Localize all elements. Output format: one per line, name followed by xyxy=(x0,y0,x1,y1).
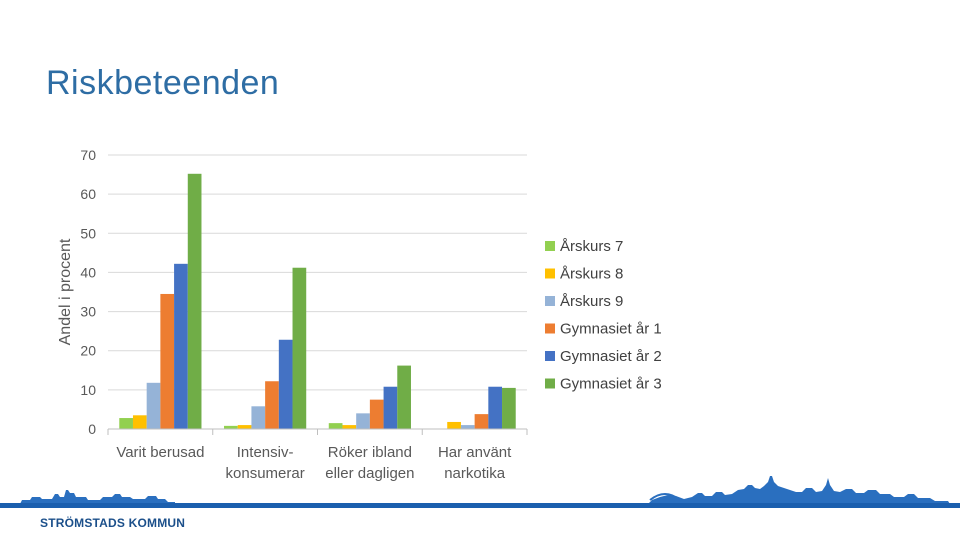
x-tick-label: narkotika xyxy=(444,465,506,482)
legend-entry: Årskurs 7 xyxy=(560,238,623,255)
x-tick-label: konsumerar xyxy=(226,465,305,482)
bar xyxy=(146,382,161,429)
bar xyxy=(356,413,370,429)
legend-entry: Gymnasiet år 3 xyxy=(560,376,662,393)
bar xyxy=(224,425,238,429)
y-tick-label: 0 xyxy=(88,421,96,437)
legend: Årskurs 7 Årskurs 8 Årskurs 9 Gymnasiet år … xyxy=(545,238,662,393)
bar xyxy=(160,293,175,429)
legend-swatch xyxy=(545,241,555,251)
y-tick-label: 10 xyxy=(80,382,96,398)
bar xyxy=(488,386,503,429)
bar xyxy=(397,365,411,429)
y-axis-label: Andel i procent xyxy=(57,238,74,345)
bar xyxy=(328,423,343,429)
bar xyxy=(174,263,188,429)
bar xyxy=(265,381,279,429)
bar xyxy=(502,387,516,429)
x-axis xyxy=(107,428,528,435)
legend-entry: Gymnasiet år 1 xyxy=(560,321,662,338)
y-tick-label: 40 xyxy=(80,264,96,280)
y-tick-label: 70 xyxy=(80,147,96,163)
bar xyxy=(187,173,202,429)
bar xyxy=(278,339,293,429)
y-tick-label: 50 xyxy=(80,225,96,241)
legend-swatch xyxy=(545,268,555,279)
bar xyxy=(292,267,307,429)
legend-entry: Årskurs 8 xyxy=(560,266,623,283)
skyline-right xyxy=(648,476,950,504)
bar xyxy=(369,399,384,429)
bridge-arc xyxy=(649,493,681,501)
y-axis-title: Andel i procent xyxy=(57,238,74,345)
legend-swatch xyxy=(545,323,555,334)
x-tick-label: Röker ibland xyxy=(328,444,412,461)
bar xyxy=(237,425,252,429)
bars xyxy=(119,173,516,429)
brand-name: STRÖMSTADS KOMMUN xyxy=(40,516,186,530)
legend-entry: Årskurs 9 xyxy=(560,293,623,310)
bar xyxy=(132,415,147,429)
legend-swatch xyxy=(545,378,555,389)
x-tick-label: Varit berusad xyxy=(116,444,204,461)
x-tick-label: Intensiv- xyxy=(237,444,294,461)
x-tick-label: eller dagligen xyxy=(325,465,414,482)
skyline-decoration xyxy=(0,476,950,504)
y-tick-label: 20 xyxy=(80,343,96,359)
slide-title: Riskbeteenden xyxy=(46,64,280,102)
legend-entry: Gymnasiet år 2 xyxy=(560,348,662,365)
bar xyxy=(251,406,266,429)
legend-swatch xyxy=(545,296,555,306)
legend-swatch xyxy=(545,351,555,361)
y-tick-label: 30 xyxy=(80,304,96,320)
footer-rule xyxy=(0,503,960,508)
bar xyxy=(474,414,489,429)
bar xyxy=(342,425,357,429)
x-tick-labels: Varit berusad Intensiv-konsumerar Röker ib… xyxy=(116,444,512,482)
y-tick-label: 60 xyxy=(80,186,96,202)
y-tick-labels: 0 10 20 30 40 50 60 70 xyxy=(80,147,96,437)
skyline-left xyxy=(0,490,175,504)
bar xyxy=(119,418,133,429)
bar xyxy=(383,386,398,429)
bar xyxy=(460,425,475,429)
bar xyxy=(447,421,461,429)
x-tick-label: Har använt xyxy=(438,444,512,461)
